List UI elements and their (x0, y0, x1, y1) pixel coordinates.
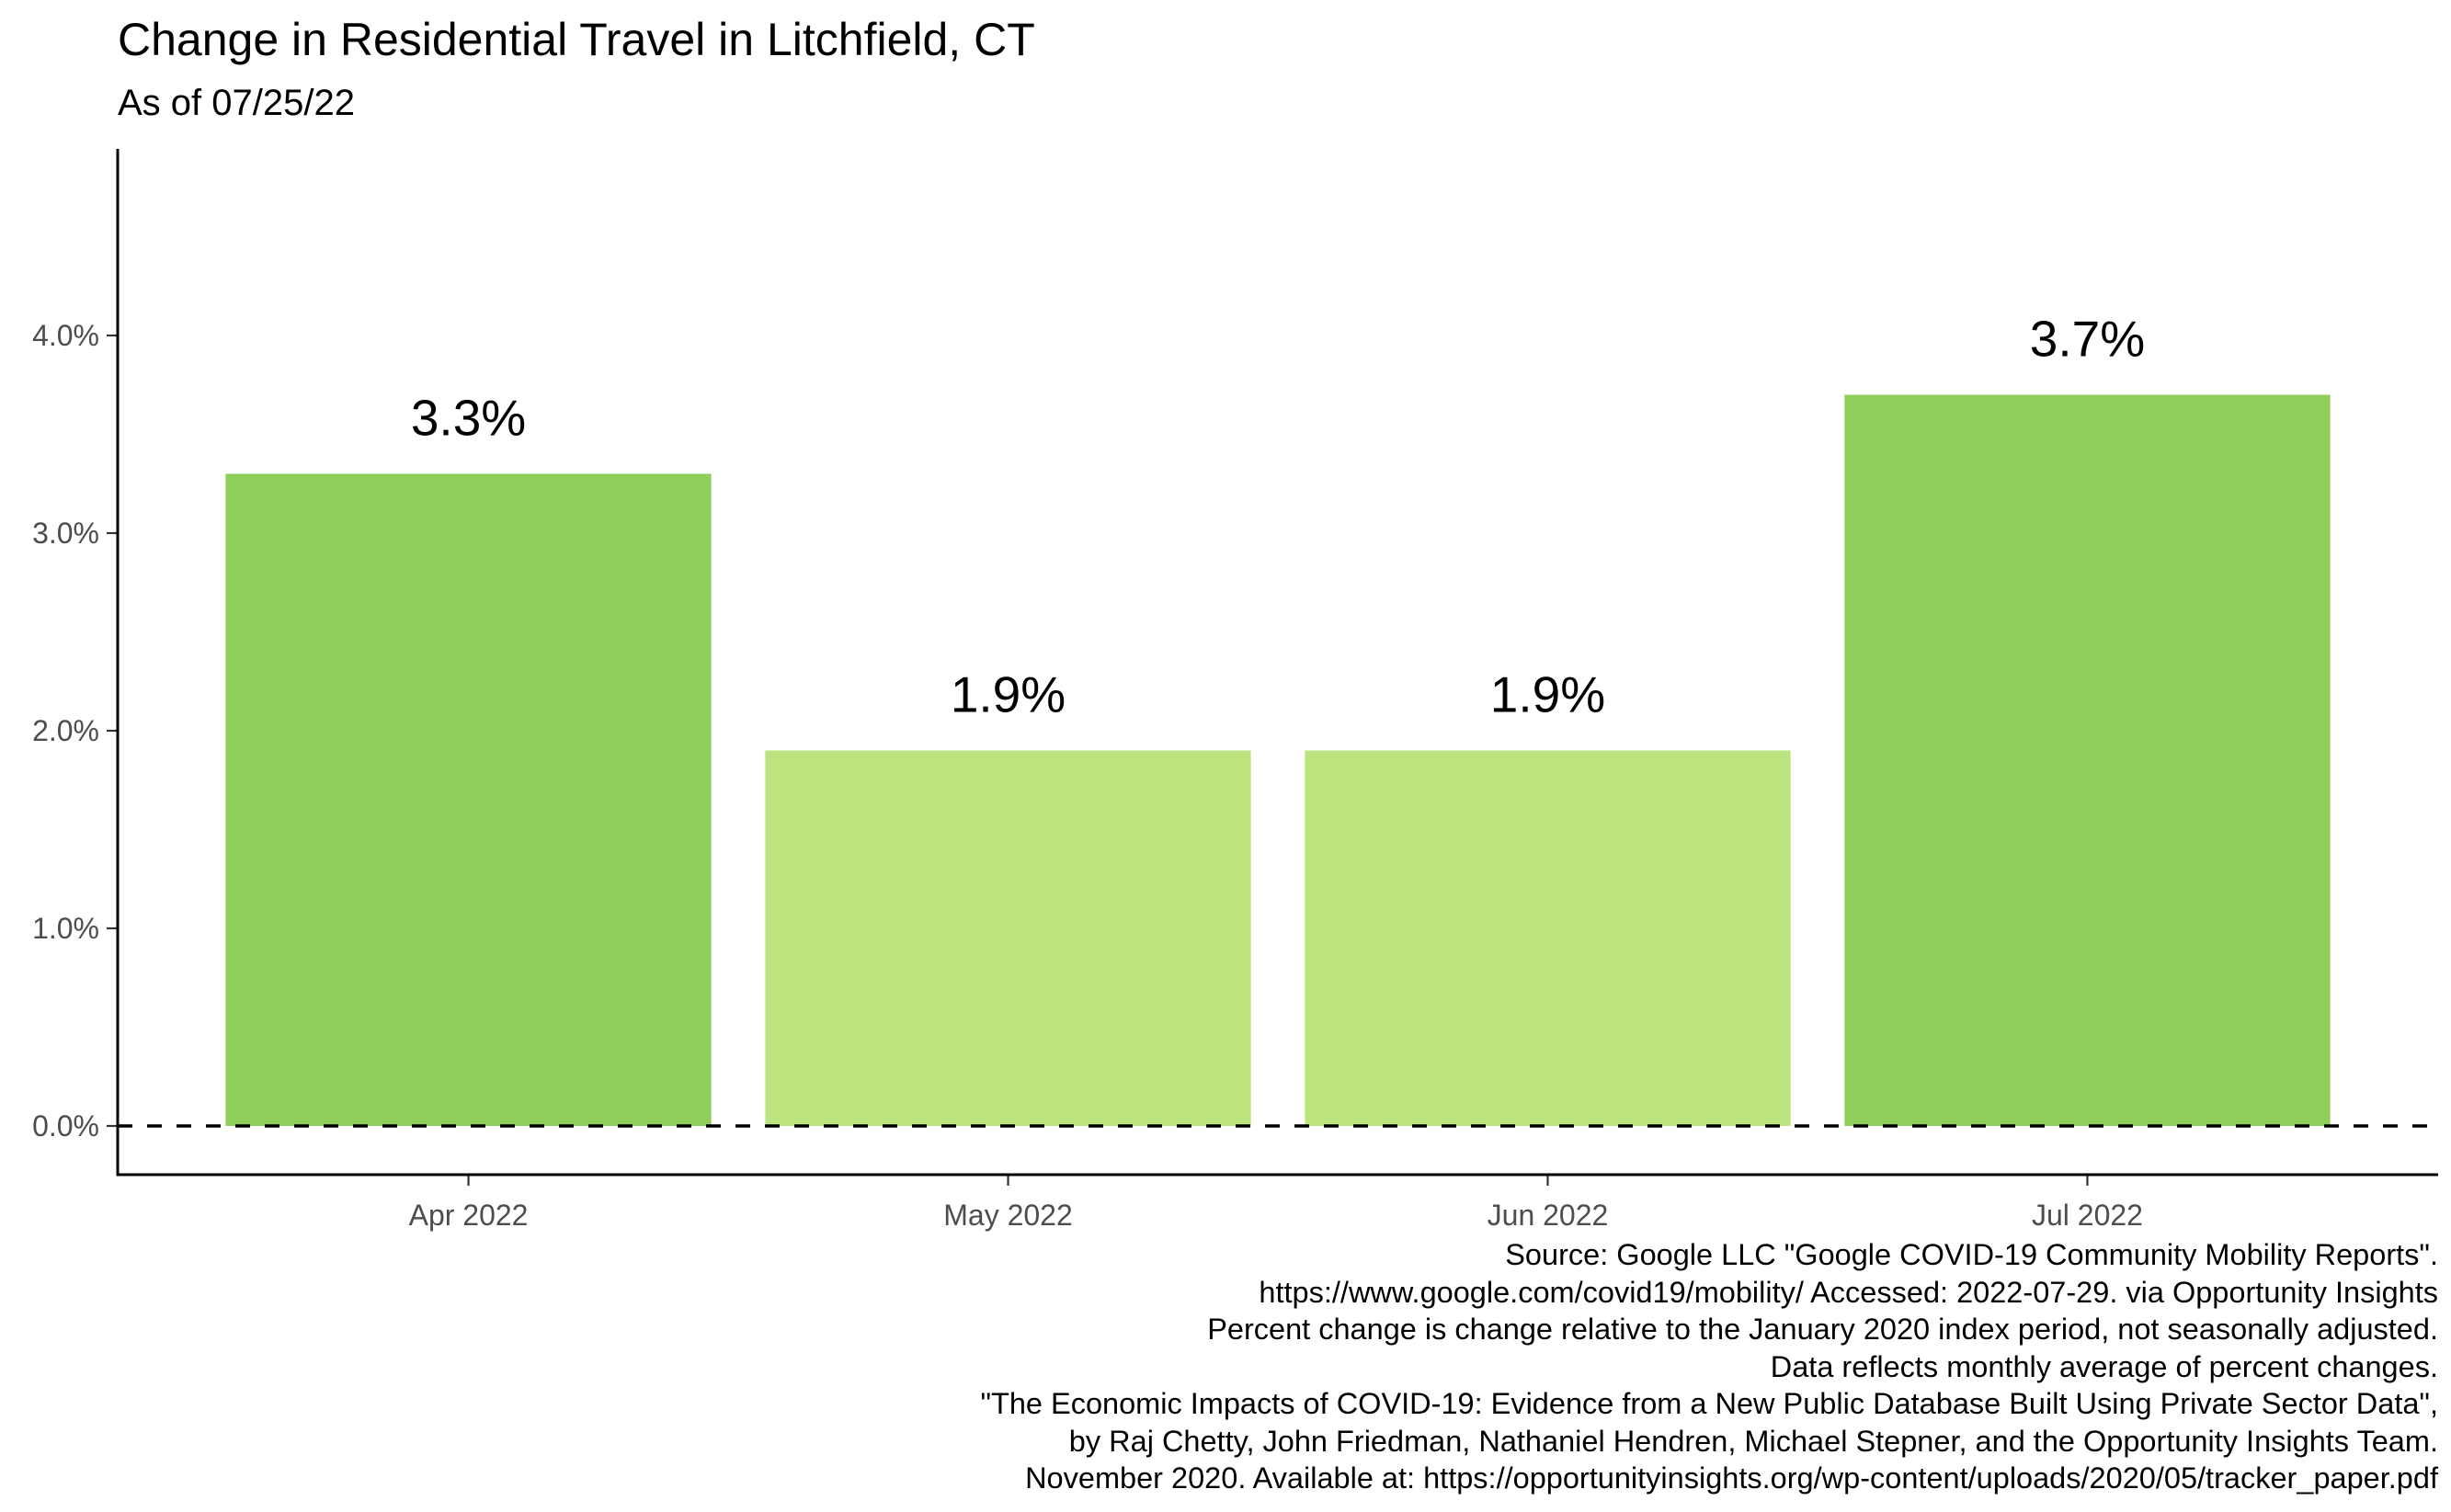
caption-line: by Raj Chetty, John Friedman, Nathaniel … (1068, 1424, 2438, 1458)
data-label: 1.9% (951, 666, 1066, 723)
caption-line: November 2020. Available at: https://opp… (1025, 1461, 2438, 1495)
bar (1305, 750, 1791, 1126)
bar (225, 473, 712, 1126)
y-tick-label: 3.0% (32, 517, 99, 550)
y-tick-label: 2.0% (32, 714, 99, 747)
x-tick-label: Apr 2022 (409, 1199, 529, 1232)
caption-line: https://www.google.com/covid19/mobility/… (1259, 1275, 2438, 1309)
chart-caption: Source: Google LLC "Google COVID-19 Comm… (980, 1236, 2438, 1497)
data-label: 3.3% (411, 390, 526, 447)
x-tick-label: May 2022 (943, 1199, 1073, 1232)
y-tick-label: 0.0% (32, 1109, 99, 1143)
x-tick-label: Jul 2022 (2032, 1199, 2143, 1232)
caption-line: Source: Google LLC "Google COVID-19 Comm… (1505, 1238, 2438, 1271)
caption-line: Data reflects monthly average of percent… (1770, 1349, 2438, 1383)
caption-line: "The Economic Impacts of COVID-19: Evide… (980, 1387, 2438, 1420)
x-tick-label: Jun 2022 (1488, 1199, 1609, 1232)
caption-line: Percent change is change relative to the… (1207, 1313, 2438, 1346)
bar (765, 750, 1251, 1126)
chart-subtitle: As of 07/25/22 (118, 83, 355, 123)
chart-title: Change in Residential Travel in Litchfie… (118, 14, 1035, 65)
data-label: 3.7% (2030, 311, 2145, 368)
y-tick-label: 1.0% (32, 912, 99, 945)
data-label: 1.9% (1490, 666, 1605, 723)
bar (1844, 394, 2331, 1126)
y-tick-label: 4.0% (32, 319, 99, 352)
